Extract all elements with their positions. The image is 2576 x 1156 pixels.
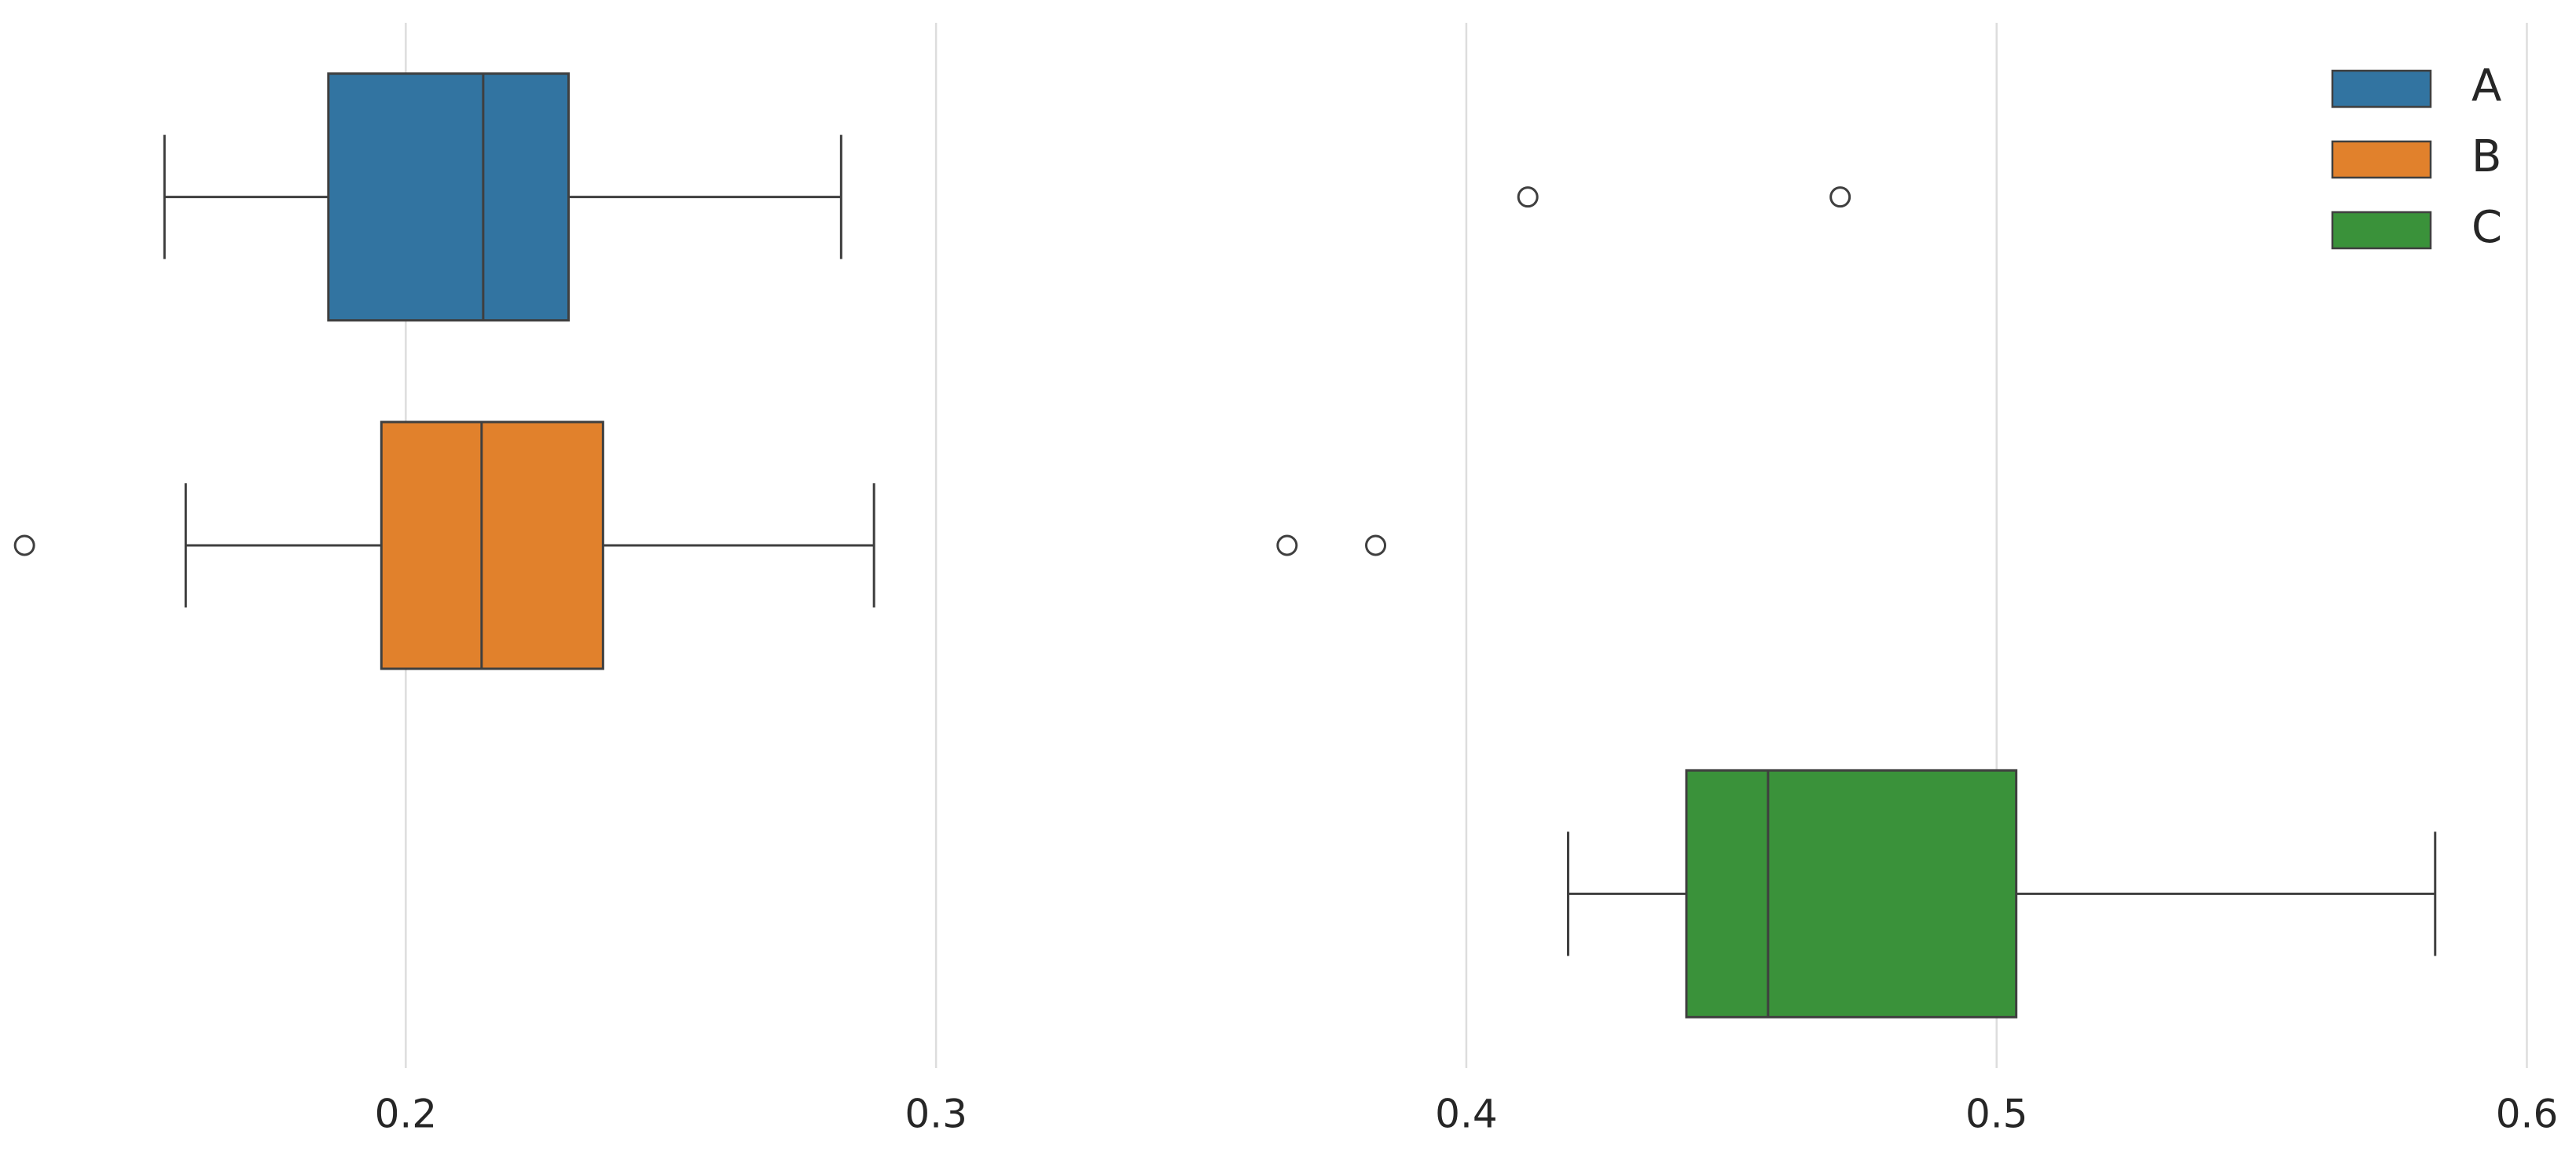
box: [1685, 769, 2018, 1018]
legend-swatch: [2331, 69, 2432, 108]
legend-label: B: [2471, 131, 2501, 182]
x-tick-label: 0.3: [905, 1092, 967, 1137]
legend-swatch: [2331, 140, 2432, 179]
legend-swatch: [2331, 211, 2432, 250]
outlier: [1829, 186, 1851, 208]
box: [380, 420, 604, 670]
legend-label: C: [2471, 202, 2502, 253]
x-tick-label: 0.2: [375, 1092, 438, 1137]
outlier: [13, 534, 35, 556]
outlier: [1365, 534, 1387, 556]
x-tick-label: 0.6: [2496, 1092, 2559, 1137]
outlier: [1276, 534, 1298, 556]
outlier: [1517, 186, 1539, 208]
x-tick-label: 0.4: [1435, 1092, 1498, 1137]
legend-label: A: [2471, 61, 2501, 112]
x-tick-label: 0.5: [1965, 1092, 2028, 1137]
box: [327, 72, 571, 322]
